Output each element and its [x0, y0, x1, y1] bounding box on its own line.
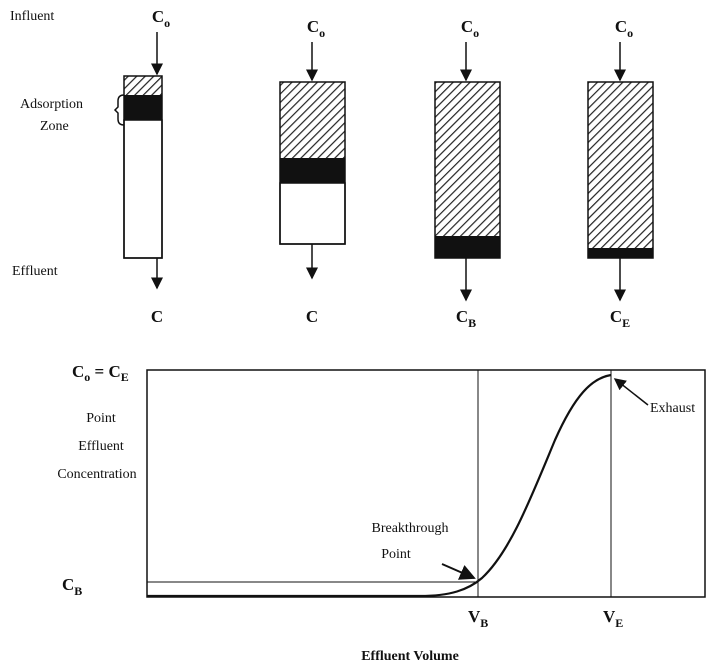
column-saturated — [588, 82, 653, 248]
adsorption-zone — [280, 158, 345, 183]
inlet-label: Co — [615, 17, 633, 40]
label-sub: o — [473, 26, 479, 40]
label-base: C — [307, 17, 319, 36]
label-base: C — [456, 307, 468, 326]
inlet-label: Co — [461, 17, 479, 40]
zone-label: Adsorption — [20, 97, 83, 112]
label-base: C — [151, 307, 163, 326]
outlet-label: C — [151, 307, 163, 326]
label-sub: o — [627, 26, 633, 40]
inlet-label: Co — [307, 17, 325, 40]
column-saturated — [280, 82, 345, 158]
cb-label: CB — [62, 575, 82, 598]
breakthrough-curve — [147, 373, 612, 598]
outlet-label: CE — [610, 307, 630, 330]
y-label: Concentration — [57, 467, 136, 482]
column-saturated — [124, 76, 162, 95]
label-sub: B — [468, 316, 476, 330]
y-label: Effluent — [78, 439, 124, 454]
label-base: C — [152, 7, 164, 26]
effluent-label: Effluent — [12, 264, 58, 279]
adsorption-zone — [124, 95, 162, 120]
x-label: Effluent Volume — [361, 649, 459, 664]
brace — [113, 94, 125, 126]
breakthrough-label: Breakthrough — [372, 521, 449, 536]
outlet-label: CB — [456, 307, 476, 330]
graph-frame — [146, 369, 706, 598]
inlet-label: Co — [152, 7, 170, 30]
arrow — [441, 563, 476, 580]
label-sub: o — [164, 16, 170, 30]
adsorption-zone — [435, 236, 500, 258]
label-sub: o — [319, 26, 325, 40]
label-base: C — [461, 17, 473, 36]
outlet-label: C — [306, 307, 318, 326]
column-white — [279, 182, 346, 245]
label-base: C — [610, 307, 622, 326]
vb-label: VB — [468, 607, 488, 630]
influent-label: Influent — [10, 9, 54, 24]
ve-label: VE — [603, 607, 623, 630]
arrow — [613, 378, 649, 406]
breakthrough-label: Point — [381, 547, 411, 562]
exhaust-label: Exhaust — [650, 401, 695, 416]
column-saturated — [435, 82, 500, 236]
column-white — [123, 119, 163, 259]
label-base: C — [306, 307, 318, 326]
label-sub: E — [622, 316, 630, 330]
column-outline — [123, 75, 163, 259]
y-label: Point — [86, 411, 116, 426]
column-outline — [434, 81, 501, 259]
adsorption-zone — [588, 248, 653, 258]
zone-label: Zone — [40, 119, 69, 134]
label-base: C — [615, 17, 627, 36]
y-top-label: Co = CE — [72, 362, 129, 384]
